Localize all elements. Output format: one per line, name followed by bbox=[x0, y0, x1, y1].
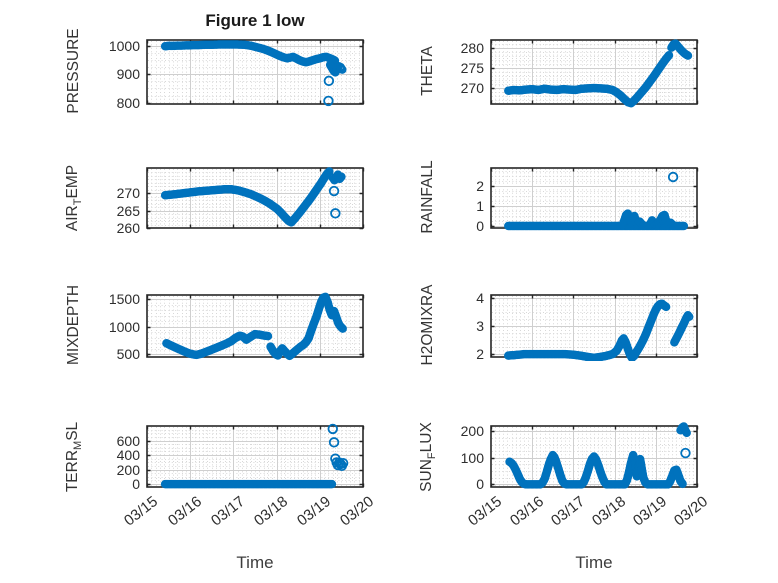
y-tick-label-mixdepth-500: 500 bbox=[116, 346, 140, 363]
y-tick-label-rainfall-2: 2 bbox=[476, 178, 484, 194]
x-axis-title-left: Time bbox=[236, 553, 274, 572]
y-axis-label-terr_msl: TERRMSL bbox=[64, 421, 84, 492]
y-tick-label-terr_msl-600: 600 bbox=[116, 432, 140, 449]
y-tick-label-mixdepth-1500: 1500 bbox=[108, 291, 140, 308]
y-tick-label-terr_msl-200: 200 bbox=[116, 461, 140, 478]
y-tick-label-sun_flux-200: 200 bbox=[460, 423, 484, 440]
y-tick-label-terr_msl-400: 400 bbox=[116, 447, 140, 464]
y-tick-label-air_temp-260: 260 bbox=[116, 220, 140, 236]
y-tick-label-pressure-900: 900 bbox=[116, 66, 140, 83]
y-tick-label-mixdepth-1000: 1000 bbox=[108, 318, 140, 335]
y-tick-label-sun_flux-100: 100 bbox=[460, 449, 484, 466]
y-tick-label-pressure-1000: 1000 bbox=[108, 38, 140, 55]
y-tick-label-h2omixra-3: 3 bbox=[476, 318, 484, 334]
y-tick-label-pressure-800: 800 bbox=[116, 94, 140, 111]
y-axis-label-sun_flux: SUNFLUX bbox=[418, 421, 438, 492]
y-tick-label-air_temp-270: 270 bbox=[116, 185, 140, 202]
y-tick-label-theta-270: 270 bbox=[460, 80, 484, 96]
y-tick-label-rainfall-1: 1 bbox=[476, 198, 484, 214]
y-tick-label-theta-280: 280 bbox=[460, 40, 484, 56]
y-tick-label-sun_flux-0: 0 bbox=[476, 476, 484, 493]
x-axis-title-right: Time bbox=[575, 553, 613, 572]
y-tick-label-terr_msl-0: 0 bbox=[132, 476, 140, 493]
y-tick-label-theta-275: 275 bbox=[460, 60, 484, 76]
y-tick-label-rainfall-0: 0 bbox=[476, 218, 484, 234]
y-tick-label-air_temp-265: 265 bbox=[116, 202, 140, 219]
y-tick-label-h2omixra-4: 4 bbox=[476, 289, 484, 306]
figure-title: Figure 1 low bbox=[205, 11, 305, 30]
y-tick-label-h2omixra-2: 2 bbox=[476, 346, 484, 363]
